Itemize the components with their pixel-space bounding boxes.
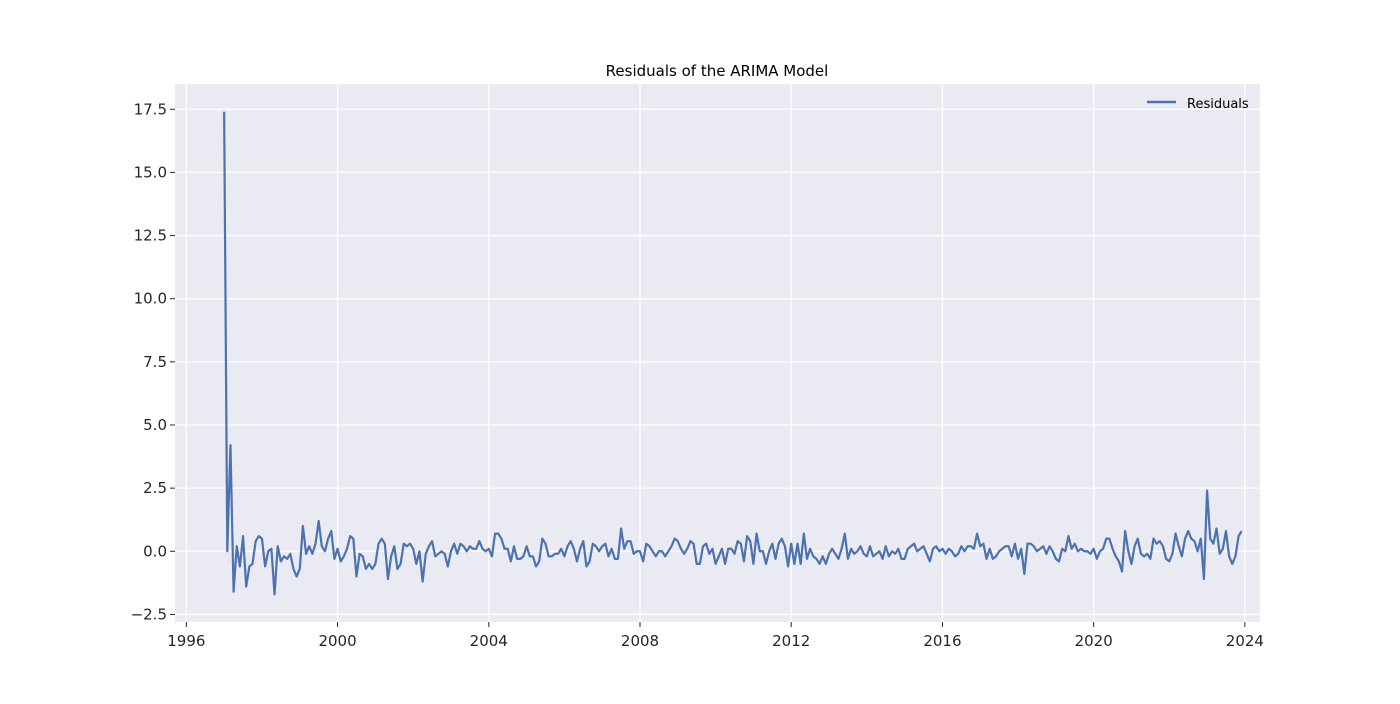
x-tick-label: 2016: [923, 632, 961, 650]
x-tick-label: 2020: [1075, 632, 1113, 650]
series-layer: [223, 111, 1243, 596]
x-tick-label: 2008: [621, 632, 659, 650]
axis-ticks: 1996 2000 2004 2008 2012 2016 2020 2024 −2.5 0.0 2…: [131, 100, 1264, 650]
y-tick-label: 2.5: [143, 479, 167, 497]
x-tick-label: 2000: [318, 632, 356, 650]
y-tick-label: 7.5: [143, 353, 167, 371]
y-tick-label: 15.0: [134, 163, 167, 181]
x-tick-label: 2024: [1226, 632, 1264, 650]
legend-label-residuals: Residuals: [1187, 97, 1249, 112]
y-tick-label: 5.0: [143, 416, 167, 434]
chart-title: Residuals of the ARIMA Model: [606, 62, 829, 80]
y-tick-label: 10.0: [134, 290, 167, 308]
legend: Residuals: [1147, 97, 1249, 112]
x-tick-label: 2004: [470, 632, 508, 650]
x-tick-label: 1996: [167, 632, 205, 650]
plot-background: [175, 84, 1260, 622]
y-tick-label: 17.5: [134, 100, 167, 118]
y-tick-label: 0.0: [143, 542, 167, 560]
y-tick-label: −2.5: [131, 605, 167, 623]
y-tick-label: 12.5: [134, 227, 167, 245]
residuals-series-line: [223, 111, 1243, 596]
x-tick-label: 2012: [772, 632, 810, 650]
